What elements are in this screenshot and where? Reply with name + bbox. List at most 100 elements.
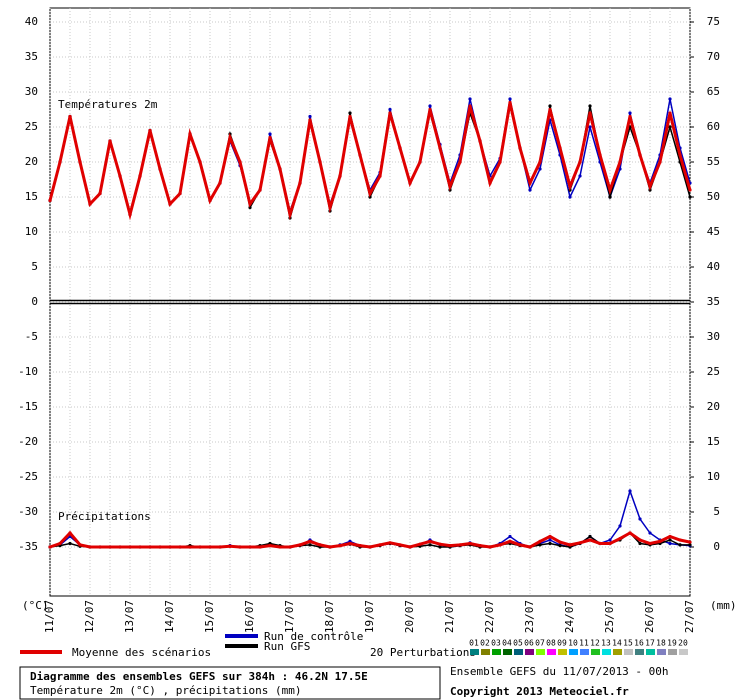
- data-point: [288, 545, 292, 549]
- data-point: [638, 153, 642, 157]
- member-label: 02: [480, 639, 490, 648]
- member-label: 20: [678, 639, 688, 648]
- member-label: 10: [568, 639, 578, 648]
- data-point: [268, 135, 272, 140]
- member-swatch: [679, 649, 688, 655]
- data-point: [518, 543, 522, 547]
- data-point: [428, 543, 432, 547]
- data-point: [538, 543, 542, 547]
- data-point: [278, 167, 282, 171]
- data-point: [158, 545, 162, 549]
- data-point: [348, 541, 352, 546]
- data-point: [648, 541, 652, 546]
- x-tick-label: 27/07: [683, 600, 696, 633]
- data-point: [608, 188, 612, 192]
- data-point: [178, 191, 182, 196]
- data-point: [68, 541, 72, 546]
- data-point: [88, 202, 92, 206]
- data-point: [448, 184, 452, 189]
- data-point: [358, 153, 362, 157]
- member-label: 11: [579, 639, 589, 648]
- y2-tick-label: 35: [707, 295, 720, 308]
- x-tick-label: 20/07: [403, 600, 416, 633]
- data-point: [368, 191, 372, 196]
- data-point: [578, 160, 582, 164]
- data-point: [188, 545, 192, 549]
- data-point: [528, 545, 532, 549]
- data-point: [628, 489, 632, 493]
- data-point: [618, 537, 622, 541]
- data-point: [68, 531, 72, 535]
- member-swatch: [492, 649, 501, 655]
- data-point: [378, 174, 382, 178]
- member-label: 16: [634, 639, 644, 648]
- perturbations-label: 20 Perturbations: [370, 646, 476, 659]
- data-point: [418, 542, 422, 546]
- data-point: [588, 104, 592, 108]
- data-point: [558, 540, 562, 544]
- y2-tick-label: 15: [707, 435, 720, 448]
- data-point: [548, 107, 552, 112]
- data-point: [308, 543, 312, 547]
- y2-tick-label: 45: [707, 225, 720, 238]
- data-point: [158, 167, 162, 171]
- y-tick-label: 20: [25, 155, 38, 168]
- data-point: [688, 543, 692, 547]
- data-point: [668, 97, 672, 101]
- y-tick-label: -25: [18, 470, 38, 483]
- x-tick-label: 11/07: [43, 600, 56, 633]
- data-point: [388, 107, 392, 112]
- data-point: [288, 212, 292, 217]
- y-tick-label: 5: [31, 260, 38, 273]
- member-swatch: [525, 649, 534, 655]
- data-point: [548, 534, 552, 539]
- y-tick-label: -20: [18, 435, 38, 448]
- data-point: [258, 545, 262, 549]
- y2-tick-label: 10: [707, 470, 720, 483]
- data-point: [478, 544, 482, 548]
- member-label: 04: [502, 639, 512, 648]
- data-point: [558, 146, 562, 150]
- y-tick-label: 10: [25, 225, 38, 238]
- data-point: [78, 160, 82, 164]
- data-point: [668, 538, 672, 542]
- data-point: [508, 100, 512, 105]
- data-point: [618, 160, 622, 164]
- data-point: [368, 545, 372, 549]
- data-point: [198, 160, 202, 164]
- data-point: [678, 538, 682, 542]
- member-swatch: [514, 649, 523, 655]
- data-point: [408, 545, 412, 549]
- data-point: [218, 545, 222, 549]
- data-point: [658, 160, 662, 164]
- member-label: 15: [623, 639, 633, 648]
- data-point: [688, 540, 692, 544]
- data-point: [208, 198, 212, 203]
- data-point: [308, 114, 312, 119]
- y-tick-label: 40: [25, 15, 38, 28]
- data-point: [398, 543, 402, 547]
- x-tick-label: 16/07: [243, 600, 256, 633]
- data-point: [638, 541, 642, 546]
- x-tick-label: 24/07: [563, 600, 576, 633]
- data-point: [138, 545, 142, 549]
- y2-axis-label: (mm): [710, 599, 737, 612]
- data-point: [388, 111, 392, 115]
- data-point: [118, 174, 122, 178]
- data-point: [58, 541, 62, 546]
- data-point: [228, 544, 232, 548]
- data-point: [488, 181, 492, 185]
- member-label: 09: [557, 639, 567, 648]
- data-point: [628, 531, 632, 535]
- member-label: 06: [524, 639, 534, 648]
- member-label: 12: [590, 639, 600, 648]
- y2-tick-label: 70: [707, 50, 720, 63]
- data-point: [498, 160, 502, 164]
- data-point: [568, 195, 572, 199]
- data-point: [608, 538, 612, 542]
- data-point: [238, 160, 242, 164]
- x-tick-label: 18/07: [323, 600, 336, 633]
- data-point: [318, 160, 322, 164]
- data-point: [338, 544, 342, 548]
- member-label: 17: [645, 639, 655, 648]
